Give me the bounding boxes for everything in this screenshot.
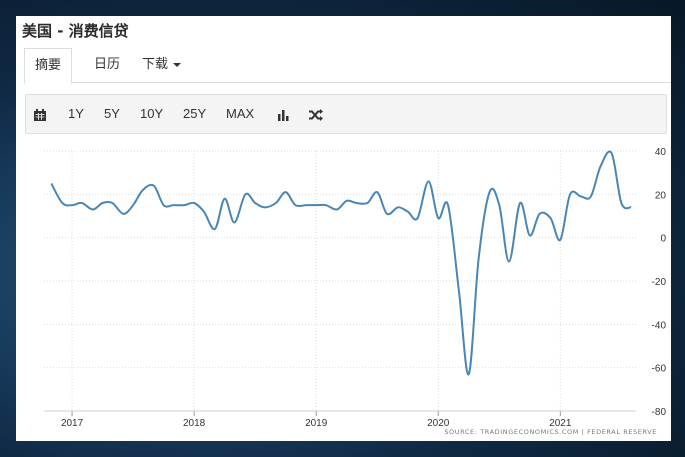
chart-panel: 美国 - 消费信贷 摘要 日历 下载 1Y 5Y 10Y 25Y MAX [16,16,671,441]
y-tick-label: -40 [652,320,667,331]
tab-bar: 摘要 日历 下载 [24,48,671,84]
range-1y-button[interactable]: 1Y [68,106,84,121]
x-tick-label: 2018 [183,418,206,429]
x-tick-label: 2021 [549,418,572,429]
series-line [50,150,632,376]
y-tick-label: -20 [652,277,667,288]
source-note: SOURCE: TRADINGECONOMICS.COM | FEDERAL R… [444,428,657,436]
range-5y-button[interactable]: 5Y [104,106,120,121]
consumer-credit-chart: 40 20 0 -20 -40 -60 -80 2017 2018 2019 2020 2021 [44,147,667,429]
range-25y-button[interactable]: 25Y [183,106,207,121]
x-tick-label: 2019 [305,418,328,429]
tab-summary[interactable]: 摘要 [24,48,73,84]
tab-calendar[interactable]: 日历 [94,57,121,72]
chart-toolbar: 1Y 5Y 10Y 25Y MAX [25,94,667,134]
y-tick-label: 20 [655,190,667,201]
y-tick-label: 0 [660,234,666,245]
shuffle-icon[interactable] [308,95,324,133]
calendar-icon[interactable] [33,95,47,133]
tab-download[interactable]: 下载 [142,48,182,82]
range-max-button[interactable]: MAX [226,106,255,121]
bar-chart-icon[interactable] [276,95,290,133]
y-tick-label: -80 [652,407,667,418]
page-title: 美国 - 消费信贷 [22,22,129,40]
range-10y-button[interactable]: 10Y [140,106,164,121]
tab-download-label: 下载 [142,57,169,72]
y-tick-label: -60 [652,364,667,375]
x-tick-label: 2020 [427,418,450,429]
y-tick-label: 40 [655,147,667,158]
chevron-down-icon [173,62,182,67]
x-tick-label: 2017 [61,418,84,429]
